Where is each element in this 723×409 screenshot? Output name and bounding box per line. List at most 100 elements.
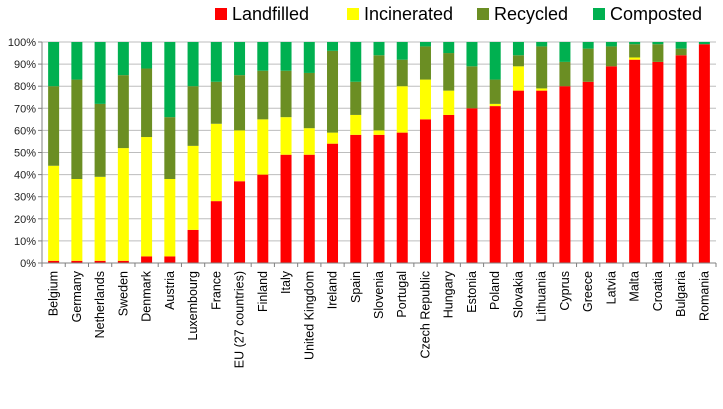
bar-group-romania	[698, 42, 710, 264]
bar-group-luxembourg	[187, 42, 199, 263]
bar-segment-incinerated	[141, 137, 153, 257]
bar-segment-recycled	[536, 46, 548, 89]
bar-group-austria	[164, 42, 176, 263]
x-category-label: United Kingdom	[302, 271, 316, 360]
bar-segment-landfilled	[629, 59, 641, 264]
bar-group-czech-republic	[419, 42, 431, 263]
bar-group-slovenia	[373, 42, 385, 263]
bar-segment-landfilled	[559, 86, 571, 263]
bar-segment-landfilled	[512, 90, 524, 264]
bar-segment-landfilled	[489, 106, 501, 263]
x-category-label: Latvia	[604, 271, 618, 304]
bar-group-finland	[257, 42, 269, 263]
bar-segment-recycled	[443, 53, 455, 91]
bar-segment-composted	[536, 42, 548, 47]
legend-label: Recycled	[494, 4, 568, 24]
bar-segment-landfilled	[164, 256, 176, 263]
x-category-label: Romania	[697, 271, 711, 321]
x-category-label: Ireland	[326, 271, 340, 309]
y-tick-label: 90%	[14, 59, 36, 71]
bar-segment-composted	[466, 42, 478, 67]
bar-segment-incinerated	[396, 86, 408, 133]
bars	[48, 42, 710, 264]
bar-group-poland	[489, 42, 501, 263]
x-category-label: Cyprus	[558, 271, 572, 311]
bar-segment-composted	[187, 42, 199, 87]
x-category-label: Italy	[279, 270, 293, 294]
bar-segment-landfilled	[582, 81, 594, 263]
bar-segment-recycled	[141, 68, 153, 138]
y-tick-label: 70%	[14, 103, 36, 115]
bar-group-latvia	[605, 42, 617, 263]
bar-segment-landfilled	[257, 174, 269, 263]
bar-segment-composted	[443, 42, 455, 54]
bar-segment-incinerated	[536, 88, 548, 91]
bar-segment-landfilled	[396, 132, 408, 263]
bar-group-hungary	[443, 42, 455, 264]
bar-segment-composted	[141, 42, 153, 69]
bar-group-croatia	[652, 42, 664, 263]
bar-segment-recycled	[466, 66, 478, 109]
bar-segment-incinerated	[117, 148, 129, 261]
y-axis-ticks: 0% 10% 20% 30% 40% 50% 60% 70% 80% 90% 100%	[8, 37, 42, 270]
x-category-label: Belgium	[47, 271, 61, 316]
x-category-label: Slovenia	[372, 271, 386, 319]
bar-segment-composted	[396, 42, 408, 60]
bar-segment-composted	[419, 42, 431, 47]
legend-label: Landfilled	[232, 4, 309, 24]
bar-segment-landfilled	[141, 256, 153, 263]
bar-segment-composted	[327, 42, 339, 51]
bar-segment-composted	[234, 42, 246, 76]
bar-segment-composted	[280, 42, 292, 71]
bar-group-sweden	[117, 42, 129, 263]
y-tick-label: 50%	[14, 148, 36, 160]
bar-segment-landfilled	[419, 119, 431, 263]
bar-segment-recycled	[582, 48, 594, 82]
bar-segment-landfilled	[94, 260, 106, 263]
legend-item-composted: Composted	[593, 4, 702, 24]
legend-swatch	[347, 8, 359, 20]
bar-segment-recycled	[373, 55, 385, 131]
bar-group-malta	[629, 42, 641, 264]
bar-segment-recycled	[280, 70, 292, 118]
axes	[41, 42, 716, 264]
bar-segment-recycled	[605, 46, 617, 67]
bar-segment-incinerated	[257, 119, 269, 175]
bar-segment-landfilled	[605, 66, 617, 263]
y-tick-label: 40%	[14, 170, 36, 182]
bar-segment-landfilled	[443, 114, 455, 264]
legend-item-recycled: Recycled	[477, 4, 568, 24]
bar-segment-recycled	[652, 44, 664, 62]
bar-segment-composted	[582, 42, 594, 49]
x-category-label: Hungary	[442, 270, 456, 318]
y-tick-label: 60%	[14, 125, 36, 137]
y-tick-label: 100%	[8, 37, 36, 49]
bar-segment-recycled	[489, 79, 501, 104]
x-category-label: Spain	[349, 271, 363, 303]
bar-segment-recycled	[187, 86, 199, 146]
bar-segment-incinerated	[512, 66, 524, 91]
legend-label: Composted	[610, 4, 702, 24]
bar-group-eu-27-countries-	[234, 42, 246, 263]
bar-segment-incinerated	[234, 130, 246, 182]
bar-segment-landfilled	[48, 260, 60, 263]
x-category-label: Netherlands	[93, 271, 107, 338]
bar-segment-composted	[257, 42, 269, 71]
bar-segment-landfilled	[652, 61, 664, 263]
bar-segment-recycled	[350, 81, 362, 115]
bar-segment-composted	[373, 42, 385, 56]
bar-segment-landfilled	[373, 134, 385, 263]
bar-segment-landfilled	[117, 260, 129, 263]
bar-segment-incinerated	[71, 179, 83, 261]
bar-segment-composted	[303, 42, 315, 73]
bar-segment-composted	[71, 42, 83, 80]
bar-segment-recycled	[512, 55, 524, 67]
bar-segment-recycled	[675, 48, 687, 56]
bar-segment-recycled	[48, 86, 60, 166]
bar-segment-incinerated	[419, 79, 431, 120]
bar-segment-landfilled	[71, 260, 83, 263]
bar-segment-recycled	[164, 117, 176, 180]
bar-group-united-kingdom	[303, 42, 315, 263]
bar-segment-incinerated	[94, 176, 106, 261]
